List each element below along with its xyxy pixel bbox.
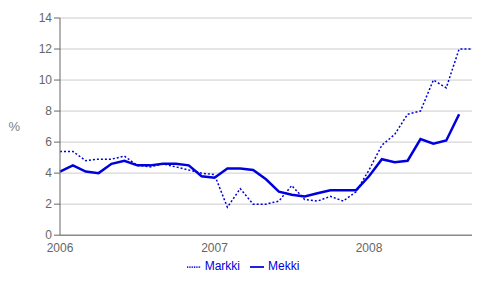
svg-text:2008: 2008 — [356, 241, 383, 255]
svg-text:12: 12 — [39, 42, 53, 56]
svg-text:4: 4 — [45, 166, 52, 180]
svg-text:8: 8 — [45, 104, 52, 118]
html-text:Markki: Markki — [204, 259, 240, 274]
svg-text:10: 10 — [39, 73, 53, 87]
svg-text:6: 6 — [45, 135, 52, 149]
svg-text:0: 0 — [45, 228, 52, 242]
svg-text:2: 2 — [45, 197, 52, 211]
svg-text:2007: 2007 — [201, 241, 228, 255]
svg-text:14: 14 — [39, 11, 53, 25]
svg-text:2006: 2006 — [47, 241, 74, 255]
svg-text:%: % — [8, 119, 20, 134]
html-text:Mekki: Mekki — [268, 259, 300, 274]
